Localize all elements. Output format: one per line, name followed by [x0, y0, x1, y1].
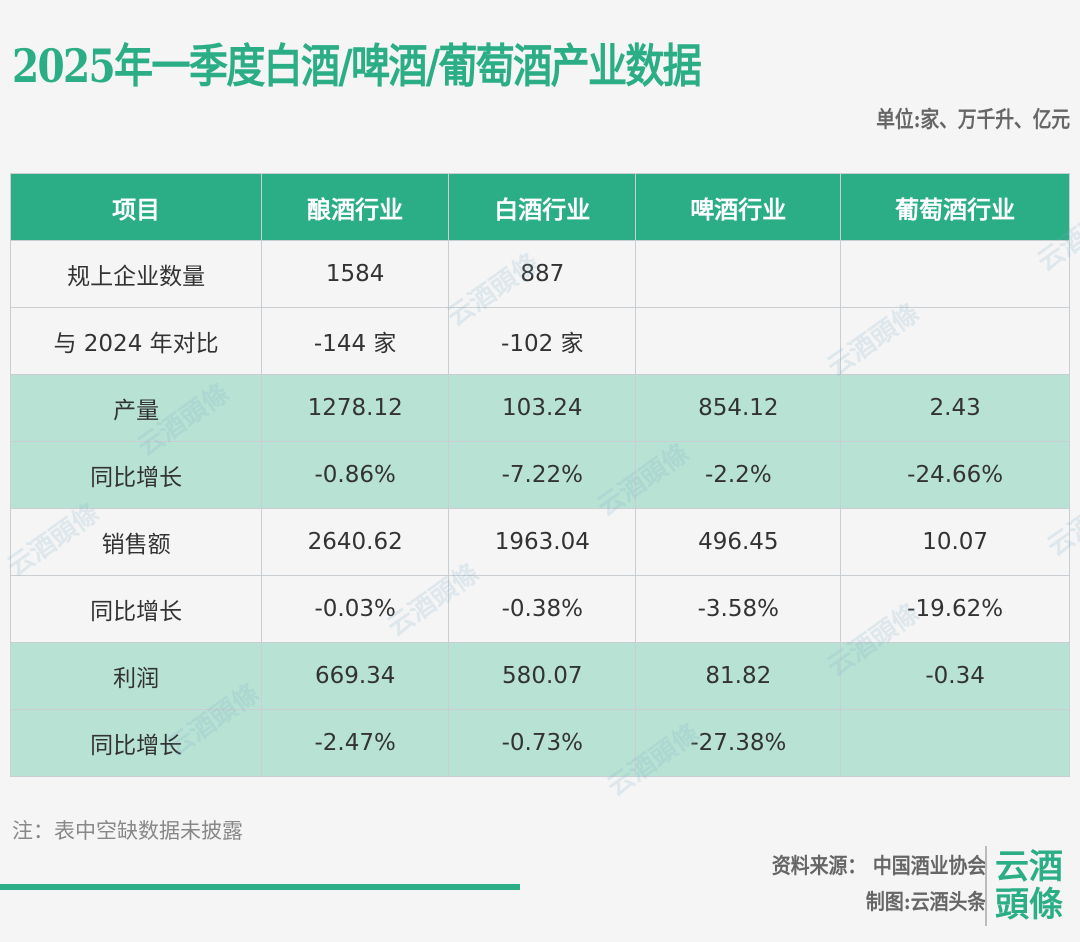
- table-cell: [635, 240, 842, 308]
- table-cell: -19.62%: [840, 575, 1070, 643]
- table-cell: 2.43: [840, 374, 1070, 442]
- table-cell: -27.38%: [635, 709, 842, 777]
- row-label: 规上企业数量: [9, 240, 263, 308]
- table-cell: 103.24: [448, 374, 637, 442]
- table-cell: -3.58%: [635, 575, 842, 643]
- credit-text: 制图:云酒头条: [865, 889, 986, 914]
- table-cell: 1584: [261, 240, 450, 308]
- column-header: 葡萄酒行业: [840, 173, 1070, 241]
- table-cell: 580.07: [448, 642, 637, 710]
- table-row: 产量 1278.12 103.24 854.12 2.43: [9, 374, 1070, 442]
- table-cell: -0.86%: [261, 441, 450, 509]
- footnote: 注：表中空缺数据未披露: [12, 819, 243, 843]
- column-header: 啤酒行业: [635, 173, 842, 241]
- logo-line-2: 頭條: [995, 885, 1063, 925]
- table-row: 同比增长 -0.86% -7.22% -2.2% -24.66%: [9, 441, 1070, 509]
- brand-logo: 云酒 頭條: [995, 848, 1070, 924]
- table-cell: [840, 307, 1070, 375]
- table-cell: 854.12: [635, 374, 842, 442]
- table-cell: -24.66%: [840, 441, 1070, 509]
- column-header: 项目: [9, 173, 263, 241]
- table-cell: -2.47%: [261, 709, 450, 777]
- table-cell: -2.2%: [635, 441, 842, 509]
- source-text: 资料来源： 中国酒业协会: [771, 853, 986, 878]
- table-cell: -144 家: [261, 307, 450, 375]
- source-credit: 资料来源： 中国酒业协会 制图:云酒头条: [772, 848, 986, 920]
- table-header-row: 项目 酿酒行业 白酒行业 啤酒行业 葡萄酒行业: [9, 173, 1070, 241]
- row-label: 同比增长: [9, 709, 263, 777]
- table-cell: 10.07: [840, 508, 1070, 576]
- table-cell: -0.73%: [448, 709, 637, 777]
- industry-data-table: 项目 酿酒行业 白酒行业 啤酒行业 葡萄酒行业 规上企业数量 1584 887 与 2024 …: [9, 173, 1070, 777]
- column-header: 酿酒行业: [261, 173, 450, 241]
- table-cell: -0.34: [840, 642, 1070, 710]
- row-label: 利润: [9, 642, 263, 710]
- table-row: 销售额 2640.62 1963.04 496.45 10.07: [9, 508, 1070, 576]
- logo-line-1: 云酒: [995, 847, 1063, 887]
- table-row: 规上企业数量 1584 887: [9, 240, 1070, 308]
- table-cell: 1963.04: [448, 508, 637, 576]
- column-header: 白酒行业: [448, 173, 637, 241]
- table-cell: 669.34: [261, 642, 450, 710]
- page-title: 2025年一季度白酒/啤酒/葡萄酒产业数据: [12, 39, 702, 93]
- table-row: 同比增长 -0.03% -0.38% -3.58% -19.62%: [9, 575, 1070, 643]
- row-label: 与 2024 年对比: [9, 307, 263, 375]
- unit-label: 单位:家、万千升、亿元: [876, 107, 1070, 133]
- table-cell: [635, 307, 842, 375]
- table-cell: -102 家: [448, 307, 637, 375]
- table-row: 同比增长 -2.47% -0.73% -27.38%: [9, 709, 1070, 777]
- row-label: 同比增长: [9, 441, 263, 509]
- row-label: 同比增长: [9, 575, 263, 643]
- table-cell: 2640.62: [261, 508, 450, 576]
- table-cell: -7.22%: [448, 441, 637, 509]
- table-cell: 887: [448, 240, 637, 308]
- table-cell: -0.03%: [261, 575, 450, 643]
- table-row: 利润 669.34 580.07 81.82 -0.34: [9, 642, 1070, 710]
- accent-bar: [0, 884, 520, 890]
- table-cell: [840, 709, 1070, 777]
- table-cell: 81.82: [635, 642, 842, 710]
- table-cell: 1278.12: [261, 374, 450, 442]
- table-row: 与 2024 年对比 -144 家 -102 家: [9, 307, 1070, 375]
- divider: [985, 846, 987, 926]
- table-cell: 496.45: [635, 508, 842, 576]
- row-label: 销售额: [9, 508, 263, 576]
- table-cell: -0.38%: [448, 575, 637, 643]
- row-label: 产量: [9, 374, 263, 442]
- table-cell: [840, 240, 1070, 308]
